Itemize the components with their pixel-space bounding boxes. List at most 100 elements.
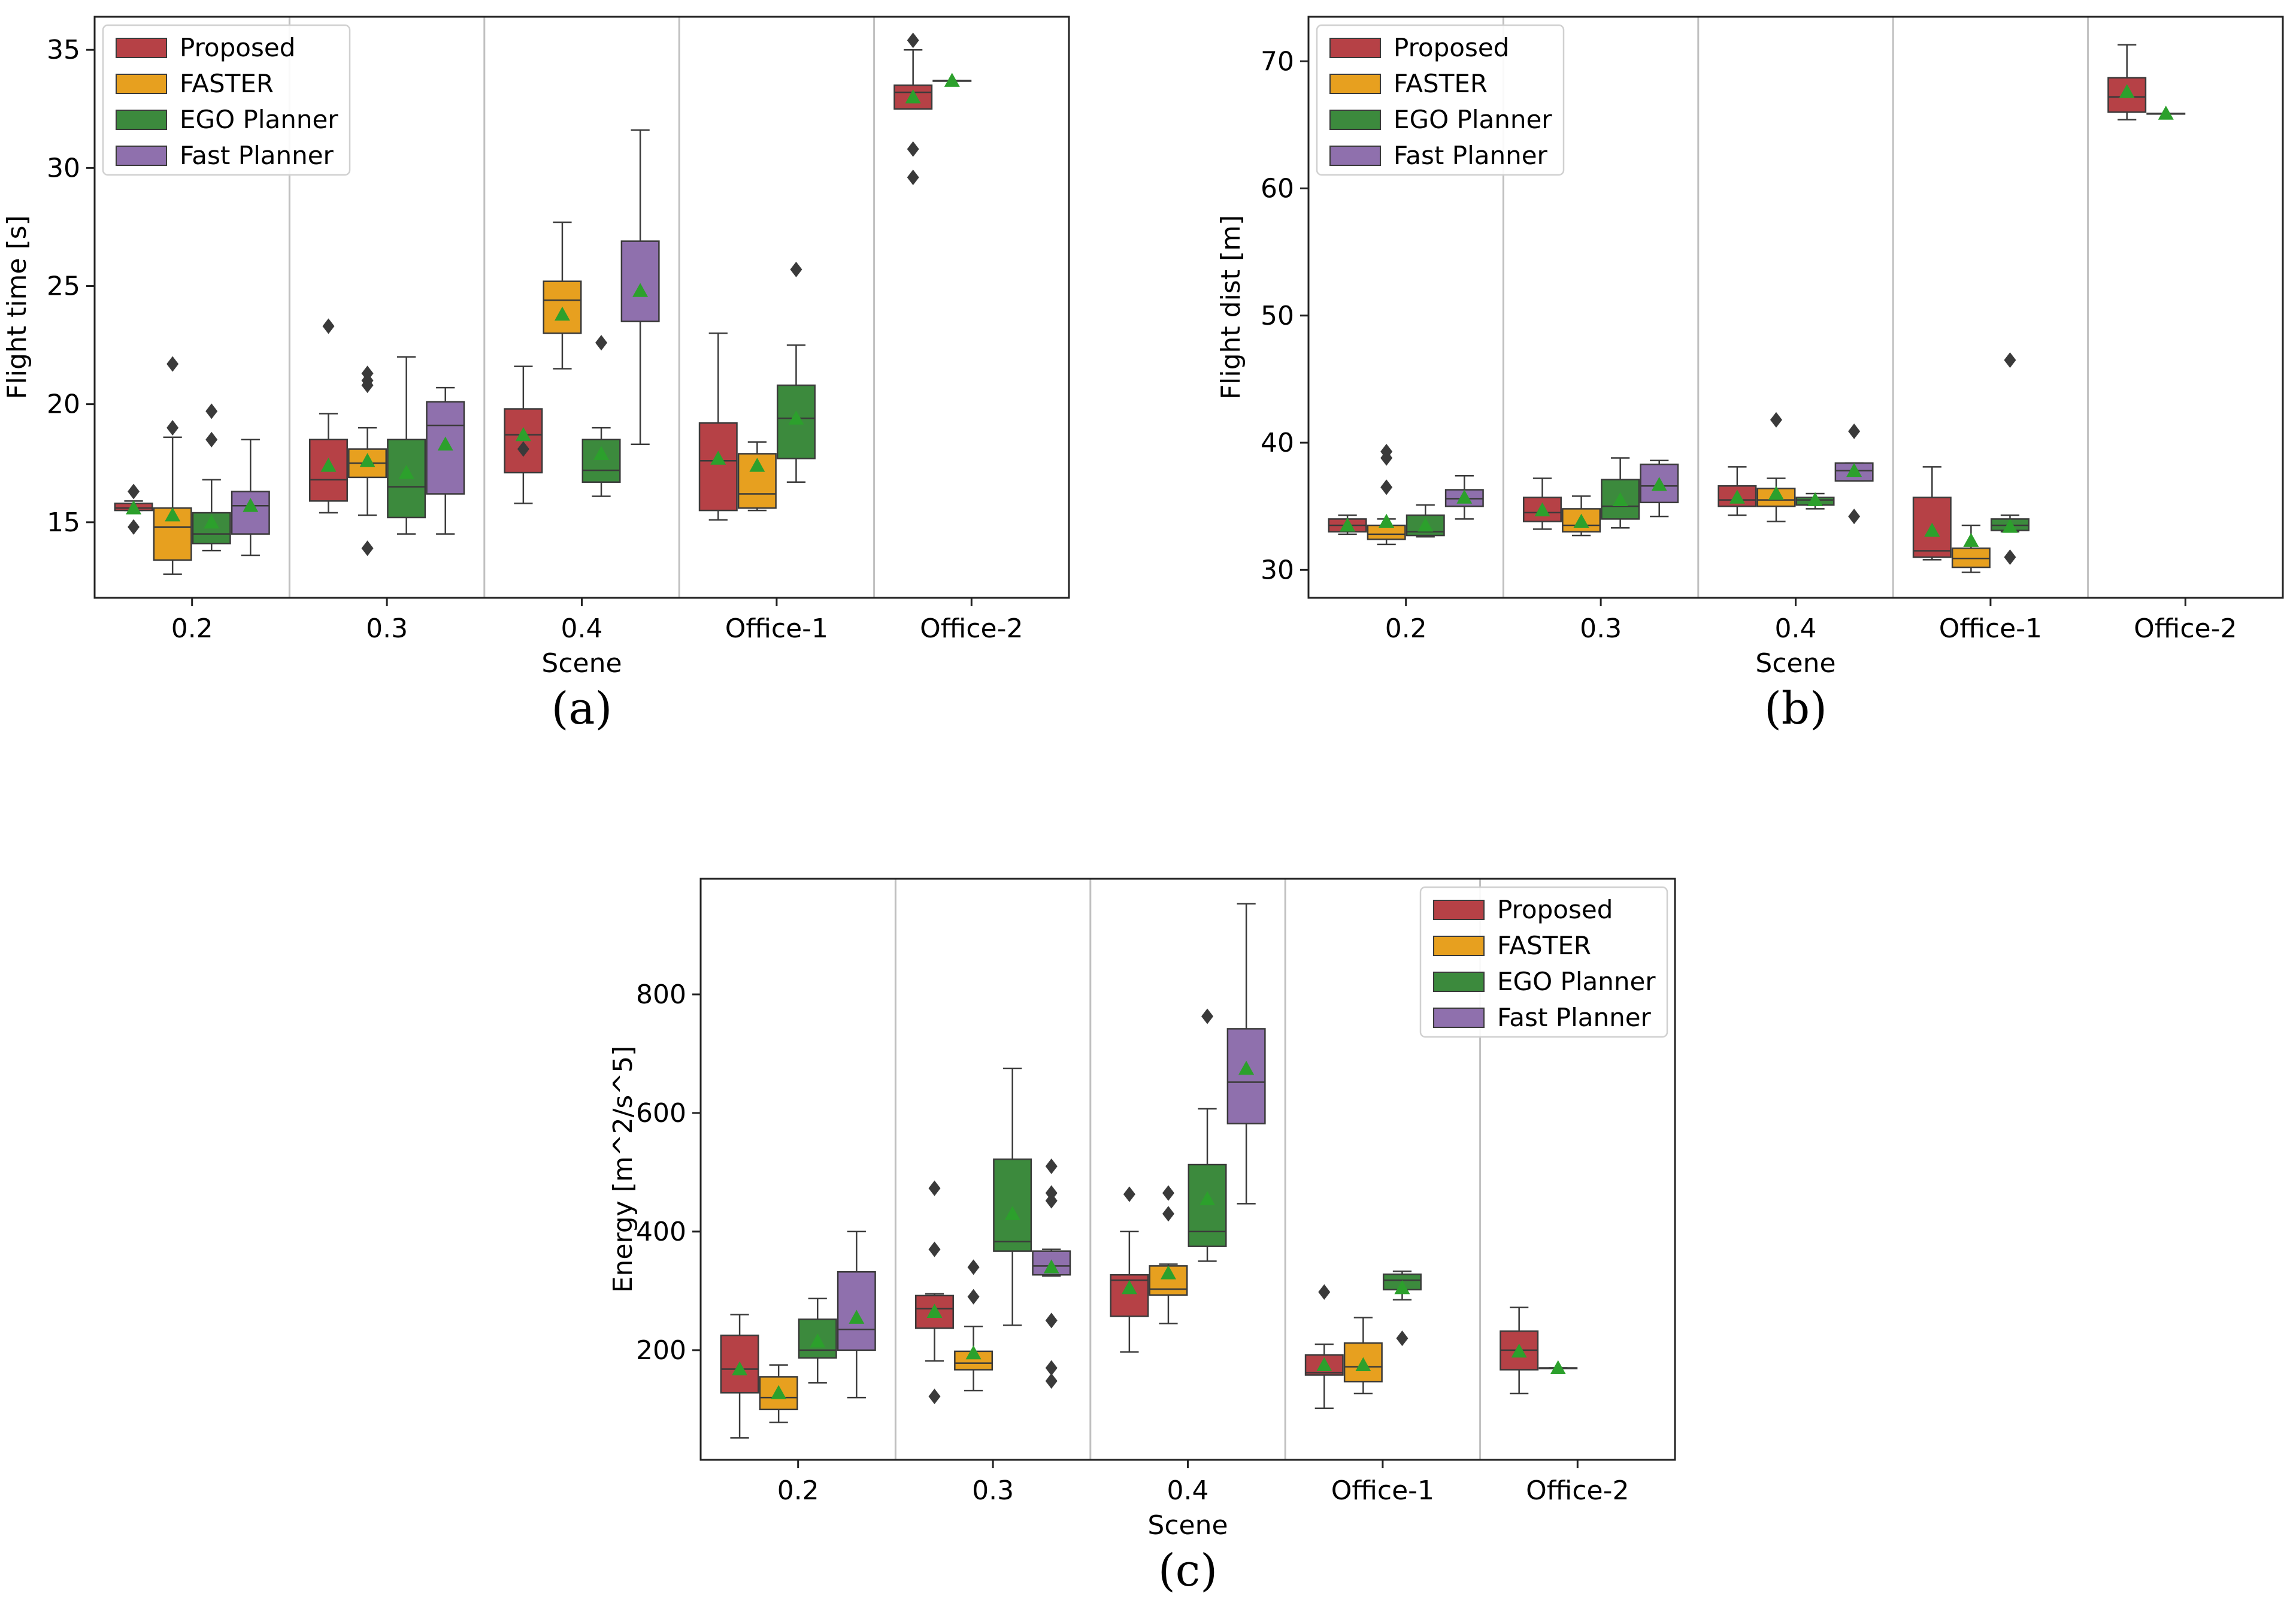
legend-entry-label: Proposed — [180, 33, 295, 62]
y-tick-label: 60 — [1261, 174, 1294, 204]
outlier-point — [166, 420, 179, 436]
box-fast-planner-1 — [1032, 1159, 1071, 1389]
mean-marker — [905, 89, 921, 104]
box-faster-3 — [737, 441, 777, 512]
box-iqr — [737, 453, 777, 509]
box-proposed-1 — [308, 318, 348, 514]
box-proposed-2 — [1110, 1186, 1149, 1353]
legend-swatch — [1329, 110, 1381, 130]
legend-entry-label: Fast Planner — [180, 141, 334, 170]
y-tick-label: 40 — [1261, 428, 1294, 458]
y-tick-label: 600 — [636, 1098, 686, 1129]
outlier-point — [1201, 1008, 1214, 1024]
legend-swatch — [116, 38, 167, 58]
outlier-point — [205, 403, 218, 419]
box-faster-2 — [1756, 412, 1796, 522]
mean-marker — [1963, 533, 1979, 547]
x-tick-label: Office-2 — [2134, 613, 2237, 644]
y-axis-label: Energy [m^2/s^5] — [608, 1046, 638, 1293]
mean-marker — [320, 458, 337, 472]
legend-frame — [1316, 24, 1565, 176]
mean-marker — [2119, 84, 2135, 98]
y-tick-label: 30 — [47, 153, 80, 183]
box-proposed-2 — [1718, 466, 1757, 516]
legend-entry-label: Fast Planner — [1394, 141, 1548, 170]
y-tick-label: 200 — [636, 1335, 686, 1366]
outlier-point — [790, 261, 802, 277]
box-iqr — [231, 491, 270, 535]
outlier-point — [2004, 352, 2016, 368]
mean-marker — [1729, 489, 1745, 504]
outlier-point — [1162, 1185, 1174, 1201]
y-tick-label: 35 — [47, 35, 80, 65]
box-proposed-1 — [1522, 477, 1562, 530]
box-iqr — [698, 422, 738, 512]
outlier-point — [928, 1241, 941, 1257]
box-ego-planner-1 — [993, 1067, 1032, 1326]
box-proposed-2 — [504, 365, 543, 504]
y-axis-label: Flight time [s] — [2, 215, 32, 399]
box-fast-planner-0 — [1444, 474, 1484, 520]
box-iqr — [581, 438, 621, 483]
mean-marker — [1768, 485, 1784, 500]
chart-c-energy: 200 400 600 800 0.2 0.3 0.4 Office-1 Office-2 Sce… — [608, 878, 1676, 1596]
legend-swatch — [116, 146, 167, 166]
mean-marker — [165, 507, 181, 522]
legend-swatch — [1433, 1008, 1485, 1028]
y-tick-label: 70 — [1261, 46, 1294, 77]
mean-marker — [710, 450, 726, 465]
legend-entry-label: FASTER — [180, 69, 274, 98]
mean-marker — [1573, 513, 1589, 528]
outlier-point — [967, 1259, 980, 1275]
box-faster-1 — [1562, 495, 1601, 537]
box-iqr — [1601, 479, 1640, 520]
x-tick-label: 0.4 — [561, 613, 603, 644]
mean-marker — [1238, 1060, 1255, 1075]
box-proposed-3 — [698, 332, 738, 521]
chart-b-flight-dist: 30 40 50 60 70 0.2 0.3 0.4 Office-1 Office-2 Scene… — [1216, 16, 2284, 734]
x-tick-label: 0.3 — [1580, 613, 1622, 644]
box-ego-planner-3 — [776, 261, 816, 483]
box-proposed-4 — [1500, 1306, 1539, 1395]
outlier-point — [1848, 509, 1861, 525]
y-axis-label: Flight dist [m] — [1216, 215, 1246, 400]
box-faster-1 — [348, 365, 387, 556]
x-tick-label: Office-1 — [1331, 1475, 1434, 1506]
outlier-point — [1045, 1159, 1058, 1175]
chart-a-flight-time: 15 20 25 30 35 0.2 0.3 0.4 Office-1 Office-2 Scene… — [2, 16, 1070, 734]
legend-entry-label: FASTER — [1497, 931, 1591, 960]
box-ego-planner-3 — [1382, 1270, 1422, 1347]
box-ego-planner-0 — [798, 1297, 837, 1384]
box-proposed-3 — [1912, 466, 1952, 561]
mean-marker — [1924, 522, 1940, 537]
outlier-point — [1045, 1312, 1058, 1329]
box-fast-planner-0 — [231, 438, 270, 556]
mean-marker — [1121, 1280, 1137, 1295]
box-proposed-1 — [914, 1180, 954, 1405]
outlier-point — [1396, 1330, 1409, 1347]
mean-marker — [1612, 492, 1628, 506]
y-tick-label: 50 — [1261, 301, 1294, 331]
legend-entry-label: Proposed — [1394, 33, 1509, 62]
outlier-point — [1045, 1360, 1058, 1376]
mean-marker — [593, 446, 610, 460]
x-tick-label: Office-1 — [1939, 613, 2042, 644]
panel-label: (a) — [552, 683, 613, 734]
mean-marker — [1511, 1343, 1527, 1358]
y-tick-label: 15 — [47, 507, 80, 538]
legend-swatch — [1329, 74, 1381, 94]
y-tick-label: 20 — [47, 389, 80, 420]
x-tick-label: Office-2 — [920, 613, 1023, 644]
mean-marker — [204, 514, 220, 529]
mean-marker — [1417, 518, 1434, 532]
mean-marker — [1340, 518, 1356, 532]
mean-marker — [1379, 513, 1395, 528]
box-ego-planner-0 — [192, 403, 231, 552]
box-faster-2 — [1149, 1185, 1188, 1324]
x-tick-label: Office-2 — [1526, 1475, 1629, 1506]
mean-marker — [926, 1303, 943, 1318]
x-tick-label: 0.4 — [1775, 613, 1817, 644]
box-fast-planner-2 — [1226, 903, 1266, 1205]
box-iqr — [993, 1158, 1032, 1252]
